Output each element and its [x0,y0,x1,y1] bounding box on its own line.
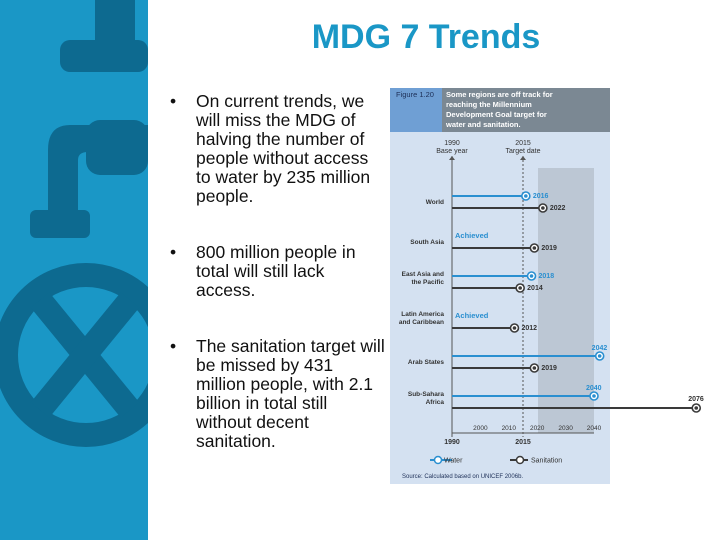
sanitation-marker-dot [512,326,517,330]
figure-label: Figure 1.20 [396,90,434,99]
legend-sanitation-label: Sanitation [531,458,562,465]
bullet-item: • The sanitation target will be missed by… [168,337,386,451]
bullet-item: • On current trends, we will miss the MDG… [168,92,386,206]
bullet-dot: • [170,336,177,356]
sanitation-year-label: 2012 [521,325,537,332]
bullet-dot: • [170,91,177,111]
sanitation-year-label: 2019 [541,365,557,372]
target-date-value: 2015 [515,140,531,147]
region-label: the Pacific [411,279,444,286]
base-year-arrow [449,156,455,160]
figure-caption-line: water and sanitation. [445,120,521,129]
figure-label-block [390,88,442,132]
base-year-value: 1990 [444,140,460,147]
sanitation-marker-dot [532,366,537,370]
bullet-text: On current trends, we will miss the MDG … [196,91,371,206]
legend-sanitation-marker [515,455,525,465]
bullet-text: The sanitation target will be missed by … [196,336,385,451]
x-axis-tick-label: 2040 [587,425,602,432]
water-year-label: 2042 [592,345,608,352]
region-label: World [426,199,444,206]
water-marker-dot [592,394,596,398]
region-label: South Asia [410,239,444,246]
bullet-text: 800 million people in total will still l… [196,242,356,300]
water-marker-dot [597,354,602,358]
sanitation-marker-dot [518,286,522,290]
legend-water-marker [433,455,443,465]
sanitation-marker-dot [532,246,537,250]
figure-caption-block [442,88,610,132]
sanitation-marker-dot [541,206,545,210]
figure-caption-line: reaching the Millennium [446,100,532,109]
water-year-label: 2016 [533,193,549,200]
base-year-label: Base year [436,148,468,155]
figure-caption-line: Development Goal target for [446,110,547,119]
legend-water-label: Water [444,458,463,465]
water-achieved-label: Achieved [455,311,489,320]
figure-caption-line: Some regions are off track for [446,90,553,99]
water-drop-icon [0,263,148,447]
region-label: Latin America [401,311,444,318]
x-axis-tick-label: 2000 [473,425,488,432]
faucet-icon [30,0,148,238]
sanitation-year-label: 2076 [688,396,704,403]
x-axis-tick-label: 2030 [558,425,573,432]
region-label: Arab States [408,359,445,366]
x-axis-tick-label: 2020 [530,425,545,432]
bullet-dot: • [170,242,177,262]
sanitation-year-label: 2022 [550,205,566,212]
slide-title: MDG 7 Trends [311,18,541,56]
sanitation-marker-dot [694,406,699,410]
region-label: and Caribbean [399,319,444,326]
mdg-trends-figure: Figure 1.20 Some regions are off track f… [390,88,704,484]
water-achieved-label: Achieved [455,231,489,240]
region-label: Africa [426,399,445,406]
future-shade [538,168,594,433]
sanitation-year-label: 2014 [527,285,543,292]
bullet-item: • 800 million people in total will still … [168,243,386,300]
figure-source: Source: Calculated based on UNICEF 2006b… [402,474,523,480]
target-date-arrow [520,156,526,160]
region-label: East Asia and [402,271,444,278]
axis-target-label: 2015 [515,439,531,446]
region-label: Sub-Sahara [408,391,445,398]
water-year-label: 2040 [586,385,602,392]
water-marker-dot [529,274,534,278]
sanitation-year-label: 2019 [541,245,557,252]
water-year-label: 2018 [539,273,555,280]
water-marker-dot [524,194,528,198]
bullet-list: • On current trends, we will miss the MDG… [168,92,386,488]
x-axis-tick-label: 2010 [502,425,517,432]
decorative-sidebar [0,0,148,540]
axis-start-label: 1990 [444,439,460,446]
target-date-label: Target date [505,148,540,155]
